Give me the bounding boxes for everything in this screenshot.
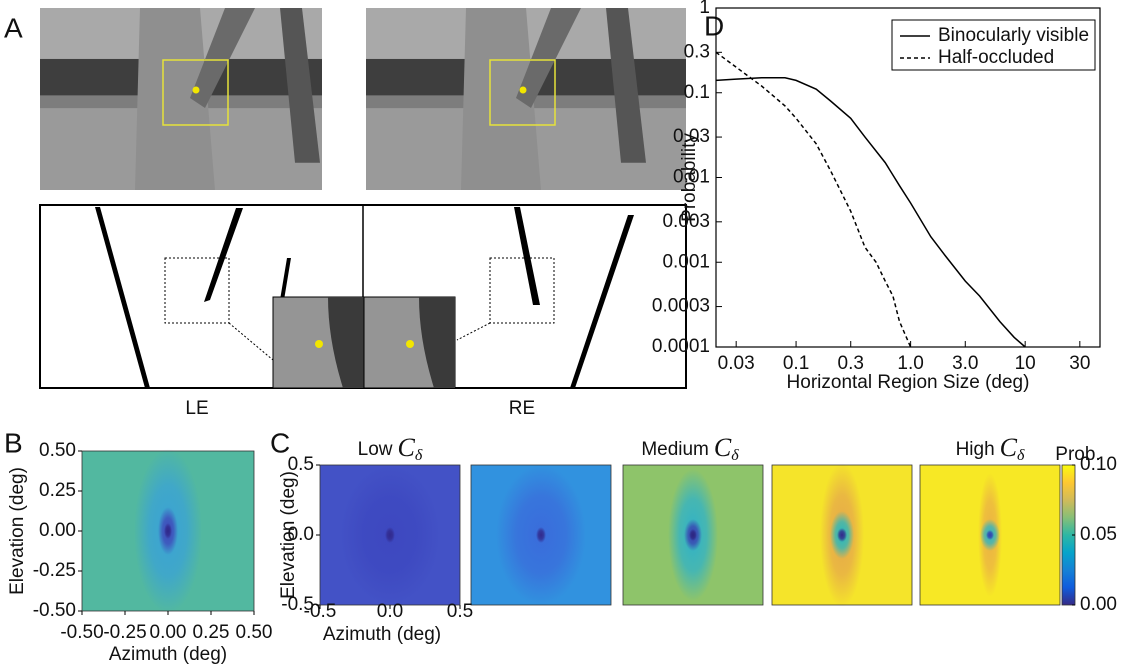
eye-label: LE xyxy=(185,398,208,419)
panel-label: B xyxy=(4,427,23,458)
legend-label: Binocularly visible xyxy=(938,25,1089,46)
y-axis-label: Probability xyxy=(679,133,700,222)
y-tick-label: 0.0003 xyxy=(652,296,710,317)
x-tick-label: 10 xyxy=(1015,353,1036,374)
title-text: Low xyxy=(358,439,393,460)
heatmap-blob xyxy=(837,528,847,542)
y-tick-label: 0.1 xyxy=(684,82,710,103)
x-tick-label: 30 xyxy=(1069,353,1090,374)
x-tick-label: 0.3 xyxy=(838,353,864,374)
legend-label: Half-occluded xyxy=(938,47,1054,68)
y-tick-label: 0.00 xyxy=(39,520,76,541)
title-symbol: C xyxy=(1000,433,1018,462)
y-tick-label: 0.0001 xyxy=(652,336,710,357)
y-tick-label: -0.25 xyxy=(33,560,76,581)
eye-label: RE xyxy=(509,398,535,419)
y-tick-label: -0.50 xyxy=(33,600,76,621)
y-axis-label: Elevation (deg) xyxy=(278,471,299,599)
title-subscript: δ xyxy=(1017,447,1025,464)
title-text: Medium xyxy=(641,439,709,460)
heatmap-blob xyxy=(536,527,546,543)
page: Figure {"panel_labels": ["A", "B", "C", … xyxy=(0,0,1123,666)
heatmap-blob xyxy=(385,527,395,543)
title-symbol: C xyxy=(714,433,732,462)
x-tick-label: 1.0 xyxy=(897,353,923,374)
x-tick-label: 0.1 xyxy=(783,353,809,374)
x-axis-label: Azimuth (deg) xyxy=(109,644,227,665)
heatmap-blob xyxy=(986,530,994,540)
heatmap-blob xyxy=(164,523,172,539)
y-tick-label: 1 xyxy=(699,0,710,18)
colorbar-tick-label: 0.10 xyxy=(1080,454,1117,475)
title-subscript: δ xyxy=(415,447,423,464)
y-axis-label: Elevation (deg) xyxy=(7,467,28,595)
y-tick-label: 0.50 xyxy=(39,440,76,461)
y-tick-label: 0.001 xyxy=(662,251,710,272)
title-symbol: C xyxy=(398,433,416,462)
fixation-dot xyxy=(193,87,200,94)
x-axis-label: Azimuth (deg) xyxy=(323,624,441,645)
panel-label: A xyxy=(4,12,23,43)
x-tick-label: 0.00 xyxy=(150,622,187,643)
fixation-dot xyxy=(315,340,323,348)
series-line xyxy=(716,52,911,347)
title-subscript: δ xyxy=(731,447,739,464)
title-text: High xyxy=(956,439,995,460)
fixation-dot xyxy=(406,340,414,348)
fixation-dot xyxy=(520,87,527,94)
x-tick-label: -0.50 xyxy=(60,622,103,643)
series-line xyxy=(716,78,1025,347)
x-tick-label: 0.5 xyxy=(447,601,473,622)
x-tick-label: 0.0 xyxy=(377,601,403,622)
figure: ABCDLERE0.030.10.31.03.010300.00010.0003… xyxy=(0,0,1123,666)
x-tick-label: 0.50 xyxy=(236,622,273,643)
body: ABCDLERE0.030.10.31.03.010300.00010.0003… xyxy=(0,0,1123,666)
y-tick-label: 0.3 xyxy=(684,41,710,62)
x-tick-label: -0.25 xyxy=(103,622,146,643)
x-tick-label: 3.0 xyxy=(952,353,978,374)
x-tick-label: 0.03 xyxy=(718,353,755,374)
x-tick-label: 0.25 xyxy=(193,622,230,643)
colorbar-tick-label: 0.05 xyxy=(1080,524,1117,545)
y-tick-label: 0.25 xyxy=(39,480,76,501)
colorbar-tick-label: 0.00 xyxy=(1080,594,1117,615)
x-axis-label: Horizontal Region Size (deg) xyxy=(787,372,1030,393)
heatmap-blob xyxy=(689,529,697,541)
